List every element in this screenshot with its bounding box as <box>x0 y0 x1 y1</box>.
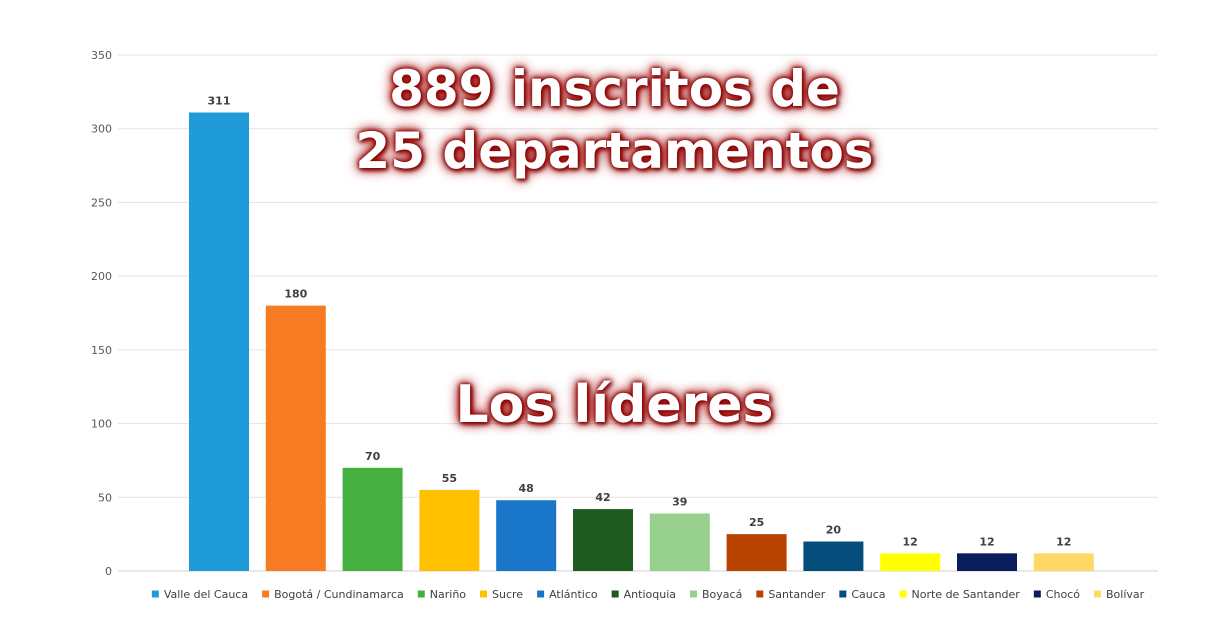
legend-item: Boyacá <box>690 588 742 601</box>
bar <box>726 534 787 571</box>
data-label: 42 <box>595 491 610 504</box>
bar <box>573 509 633 571</box>
bars <box>189 112 1094 572</box>
data-label: 55 <box>442 472 457 485</box>
data-labels: 311 180 70 55 48 42 39 25 20 12 12 12 <box>208 94 1072 548</box>
legend: Valle del Cauca Bogotá / Cundinamarca Nari… <box>151 588 1145 601</box>
legend-swatch <box>1094 590 1101 598</box>
data-label: 25 <box>749 516 764 529</box>
legend-label: Sucre <box>492 588 523 601</box>
legend-item: Bolívar <box>1094 588 1145 601</box>
legend-swatch <box>839 590 847 598</box>
legend-label: Cauca <box>851 588 885 601</box>
legend-label: Santander <box>768 588 825 601</box>
legend-swatch <box>262 590 270 598</box>
legend-label: Boyacá <box>702 588 742 601</box>
y-tick-label: 300 <box>91 123 112 136</box>
data-label: 12 <box>1056 535 1071 548</box>
y-tick-label: 0 <box>105 565 112 578</box>
legend-swatch <box>537 590 545 598</box>
legend-item: Santander <box>756 588 826 601</box>
data-label: 311 <box>208 94 231 107</box>
legend-label: Nariño <box>430 588 467 601</box>
legend-label: Bolívar <box>1106 588 1145 601</box>
legend-item: Antioquia <box>611 588 676 601</box>
bar <box>189 112 249 572</box>
y-tick-label: 50 <box>98 491 112 504</box>
data-label: 12 <box>979 535 994 548</box>
legend-item: Nariño <box>417 588 467 601</box>
y-tick-label: 150 <box>91 344 112 357</box>
data-label: 48 <box>519 482 534 495</box>
legend-swatch <box>899 590 907 598</box>
legend-label: Valle del Cauca <box>164 588 248 601</box>
legend-swatch <box>1033 590 1041 598</box>
legend-item: Chocó <box>1033 588 1080 601</box>
y-axis-ticks: 0 50 100 150 200 250 300 350 <box>91 49 112 578</box>
legend-item: Sucre <box>480 588 523 601</box>
legend-item: Bogotá / Cundinamarca <box>262 588 404 601</box>
legend-label: Norte de Santander <box>912 588 1021 601</box>
bar <box>1033 553 1094 571</box>
legend-swatch <box>417 590 425 598</box>
bar <box>880 553 941 571</box>
bar <box>957 553 1017 571</box>
legend-swatch <box>690 590 697 598</box>
y-tick-label: 350 <box>91 49 112 62</box>
y-tick-label: 250 <box>91 196 112 209</box>
legend-item: Norte de Santander <box>899 588 1021 601</box>
bar <box>419 489 480 571</box>
legend-label: Chocó <box>1046 588 1080 601</box>
legend-swatch <box>480 590 488 598</box>
bar <box>342 467 403 571</box>
data-label: 12 <box>903 535 918 548</box>
bar <box>265 305 326 571</box>
data-label: 180 <box>284 288 307 301</box>
legend-label: Antioquia <box>624 588 676 601</box>
legend-item: Cauca <box>839 588 886 601</box>
bar <box>496 500 557 571</box>
bar <box>649 513 710 571</box>
bar <box>803 541 864 571</box>
legend-item: Valle del Cauca <box>151 588 248 601</box>
legend-swatch <box>151 590 159 598</box>
data-label: 70 <box>365 450 381 463</box>
legend-swatch <box>611 590 619 598</box>
legend-label: Atlántico <box>549 588 598 601</box>
data-label: 39 <box>672 496 687 509</box>
y-tick-label: 200 <box>91 270 112 283</box>
legend-swatch <box>756 590 764 598</box>
legend-item: Atlántico <box>537 588 598 601</box>
y-tick-label: 100 <box>91 418 112 431</box>
legend-label: Bogotá / Cundinamarca <box>274 588 404 601</box>
data-label: 20 <box>826 524 842 537</box>
